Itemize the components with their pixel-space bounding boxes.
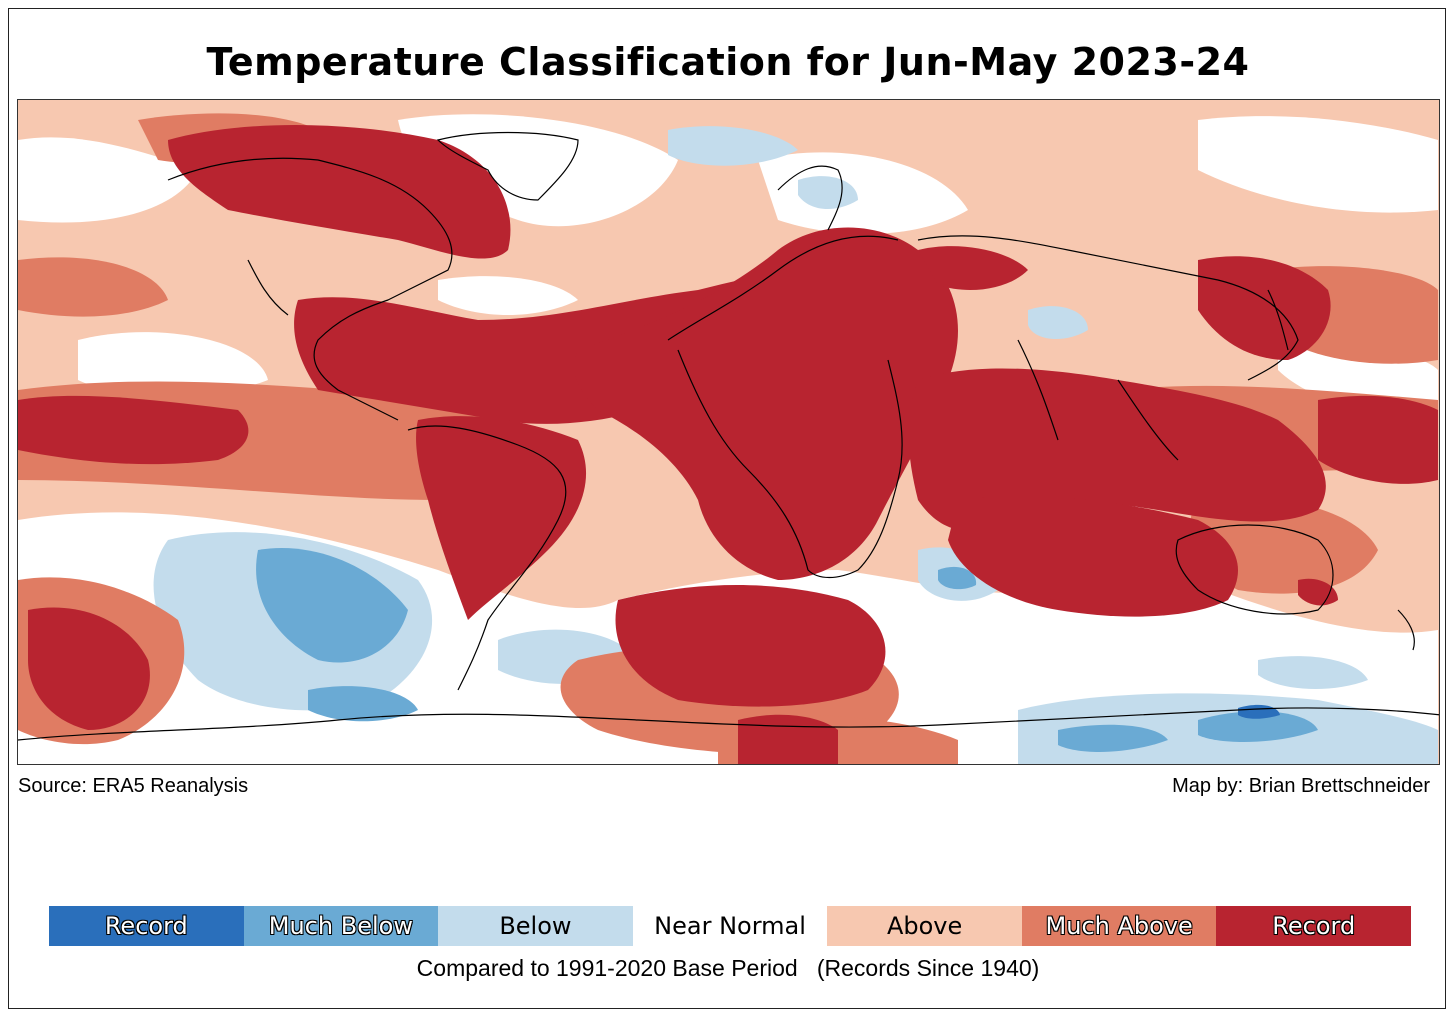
- map-title: Temperature Classification for Jun-May 2…: [206, 40, 1250, 84]
- legend-much-above: Much Above: [1021, 906, 1217, 946]
- coastlines: [18, 131, 1439, 741]
- legend-label: Record: [104, 912, 189, 941]
- legend-record-above: Record: [1216, 906, 1412, 946]
- legend-much-below: Much Below: [243, 906, 439, 946]
- legend-label: Below: [499, 912, 572, 940]
- legend-record-below: Record: [49, 906, 244, 946]
- legend-above: Above: [827, 906, 1022, 946]
- color-legend: Record Much Below Below Near Normal Abov…: [49, 906, 1412, 946]
- record-above-regions: [18, 125, 1438, 764]
- legend-label: Much Above: [1045, 912, 1193, 941]
- world-temperature-map: [17, 99, 1440, 765]
- legend-label: Record: [1272, 912, 1356, 941]
- much-below-regions: [256, 548, 1318, 752]
- source-label: Source: ERA5 Reanalysis: [18, 775, 249, 797]
- legend-label: Above: [886, 912, 963, 940]
- legend-near-normal: Near Normal: [632, 906, 828, 946]
- base-period-note: Compared to 1991-2020 Base Period (Recor…: [416, 955, 1040, 981]
- credit-label: Map by: Brian Brettschneider: [1172, 775, 1430, 797]
- legend-below: Below: [438, 906, 633, 946]
- legend-label: Near Normal: [654, 912, 806, 940]
- legend-label: Much Below: [268, 912, 413, 941]
